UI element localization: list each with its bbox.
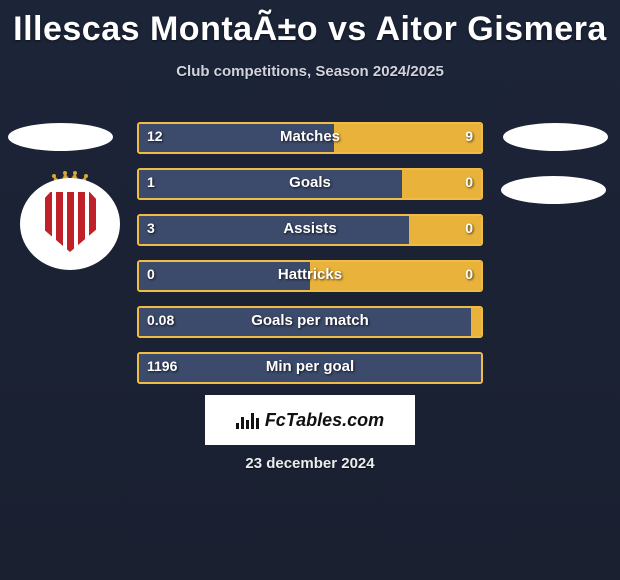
stat-bar-bg bbox=[137, 306, 483, 338]
stat-bar-left bbox=[139, 308, 471, 336]
stat-bar-bg bbox=[137, 168, 483, 200]
stat-bar-left bbox=[139, 170, 402, 198]
date: 23 december 2024 bbox=[0, 455, 620, 472]
stat-row: Goals10 bbox=[137, 168, 483, 200]
stat-row: Hattricks00 bbox=[137, 260, 483, 292]
club-badge bbox=[20, 170, 120, 270]
stat-bar-bg bbox=[137, 260, 483, 292]
player-left-placeholder bbox=[8, 123, 113, 151]
player-right-placeholder-1 bbox=[503, 123, 608, 151]
stat-bar-left bbox=[139, 354, 481, 382]
stat-row: Goals per match0.08 bbox=[137, 306, 483, 338]
logo-label: FcTables.com bbox=[265, 410, 384, 431]
stat-bar-left bbox=[139, 262, 310, 290]
stat-bar-right bbox=[334, 124, 481, 152]
stat-bar-bg bbox=[137, 352, 483, 384]
page-title: Illescas MontaÃ±o vs Aitor Gismera bbox=[0, 0, 620, 49]
player-right-placeholder-2 bbox=[501, 176, 606, 204]
stat-bar-bg bbox=[137, 122, 483, 154]
fctables-logo: FcTables.com bbox=[205, 395, 415, 445]
stat-row: Matches129 bbox=[137, 122, 483, 154]
stat-bar-left bbox=[139, 216, 409, 244]
bar-chart-icon bbox=[236, 411, 259, 429]
stat-row: Min per goal1196 bbox=[137, 352, 483, 384]
stat-bar-right bbox=[471, 308, 481, 336]
stat-bar-right bbox=[310, 262, 481, 290]
stat-bar-right bbox=[402, 170, 481, 198]
stat-row: Assists30 bbox=[137, 214, 483, 246]
stat-bar-left bbox=[139, 124, 334, 152]
stat-bar-right bbox=[409, 216, 481, 244]
stat-bars: Matches129 Goals10 Assists30 Hattricks00 Goa… bbox=[137, 122, 483, 398]
subtitle: Club competitions, Season 2024/2025 bbox=[0, 63, 620, 80]
stat-bar-bg bbox=[137, 214, 483, 246]
